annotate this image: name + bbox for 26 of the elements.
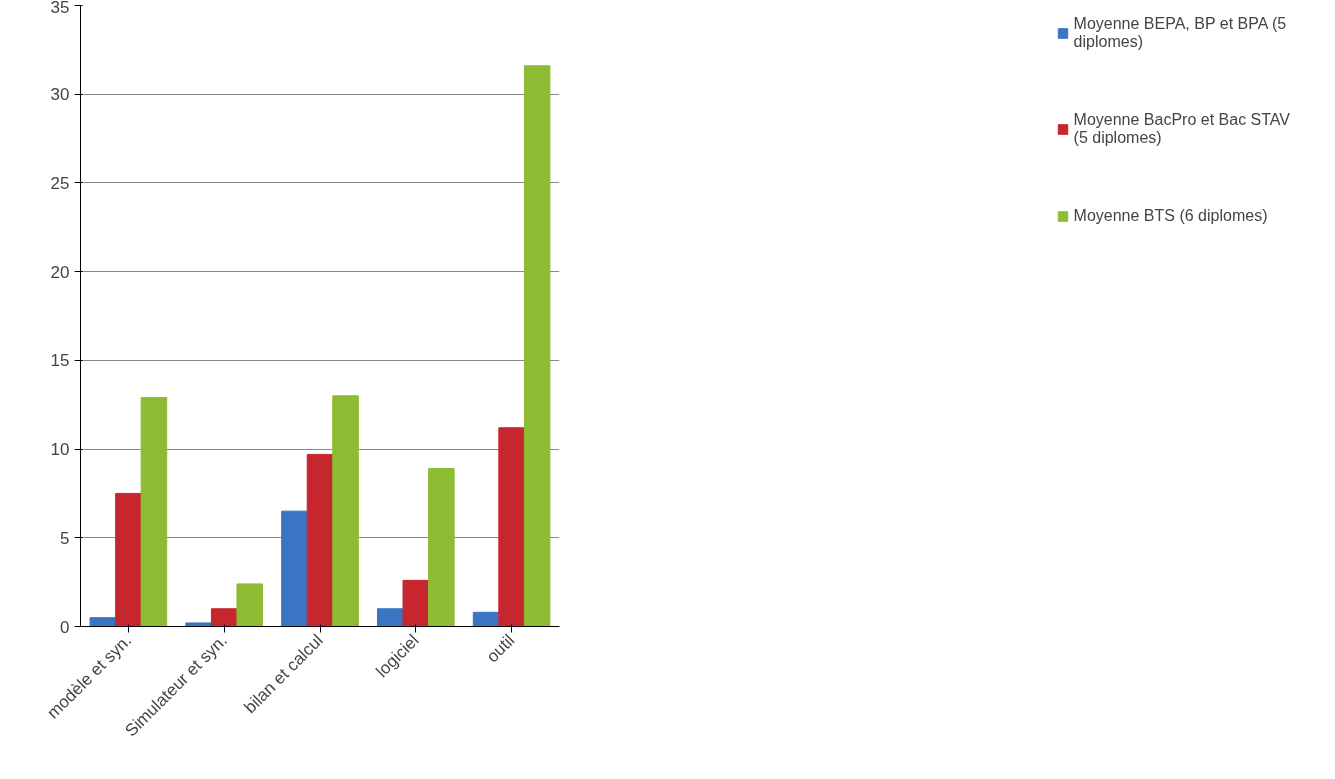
legend-label: Moyenne BTS (6 diplomes) xyxy=(1073,207,1269,225)
y-tick-label: 5 xyxy=(60,528,70,548)
bar xyxy=(523,65,551,627)
bar xyxy=(428,468,455,627)
bar xyxy=(185,622,212,627)
legend-label: Moyenne BEPA, BP et BPA (5 diplomes) xyxy=(1073,15,1287,51)
bar xyxy=(402,579,430,627)
bar xyxy=(281,510,308,627)
y-tick-label: 30 xyxy=(50,85,70,105)
bar xyxy=(498,427,525,627)
y-tick-label: 20 xyxy=(50,262,70,282)
bar xyxy=(472,611,500,627)
bar xyxy=(140,397,168,627)
bar xyxy=(89,617,117,627)
bar xyxy=(236,583,264,627)
y-tick-label: 10 xyxy=(50,440,70,460)
y-tick-label: 0 xyxy=(60,617,70,637)
bar xyxy=(332,395,359,627)
y-tick-label: 15 xyxy=(50,351,70,371)
y-tick-label: 25 xyxy=(50,173,70,193)
legend-label: Moyenne BacPro et Bac STAV (5 diplomes) xyxy=(1073,111,1290,147)
bar xyxy=(376,608,404,627)
bar xyxy=(210,608,238,627)
bar xyxy=(306,453,334,627)
y-tick-label: 35 xyxy=(50,0,70,17)
bar xyxy=(115,492,142,627)
